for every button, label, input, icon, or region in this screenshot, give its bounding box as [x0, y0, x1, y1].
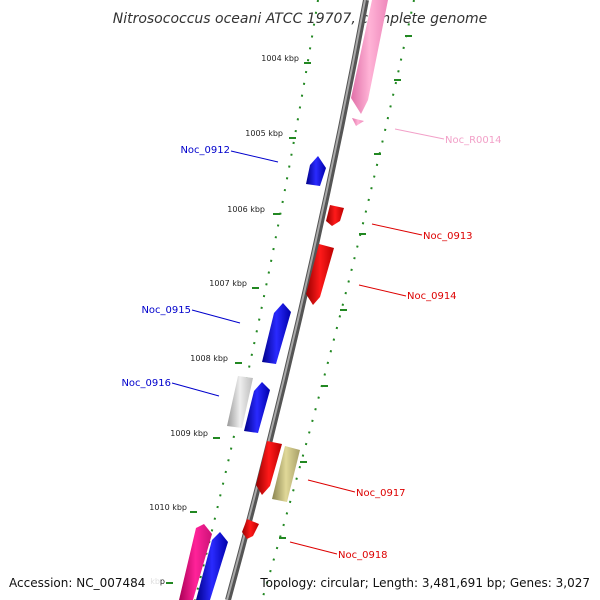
gene-arrow-blue-bottom[interactable] [196, 532, 228, 600]
kbp-label: 1005 kbp [245, 129, 283, 138]
genome-backbone [225, 0, 369, 600]
leader-line [230, 150, 279, 163]
kbp-label: 1004 kbp [261, 54, 299, 63]
gene-arrow-noc-0916[interactable] [244, 382, 270, 433]
leader-line [371, 223, 423, 236]
gene-label[interactable]: Noc_0913 [423, 231, 473, 242]
topology-text: Topology: circular; Length: 3,481,691 bp… [259, 576, 590, 590]
accession-text: Accession: NC_007484 [9, 576, 145, 590]
gene-label[interactable]: Noc_R0014 [445, 135, 502, 146]
gene-arrow-noc-0918[interactable] [242, 519, 259, 539]
gene-label[interactable]: Noc_0918 [338, 550, 388, 561]
gene-arrow-noc-0913[interactable] [326, 205, 344, 226]
gene-label[interactable]: Noc_0912 [180, 145, 230, 156]
leader-line [289, 541, 338, 555]
leader-line [307, 479, 356, 493]
gene-arrow-noc-0917[interactable] [256, 441, 282, 495]
dotted-tracks [194, 0, 415, 600]
gene-label[interactable]: Noc_0914 [407, 291, 457, 302]
leader-line [394, 128, 445, 140]
kbp-label: 1009 kbp [170, 429, 208, 438]
gene-labels: Noc_R0014 Noc_0912 Noc_0913 Noc_0914 Noc… [121, 128, 502, 561]
kbp-label: 1010 kbp [149, 503, 187, 512]
left-dotted-track [194, 0, 319, 600]
gene-arrow-noc-0915[interactable] [262, 303, 291, 364]
leader-line [358, 284, 407, 297]
map-title: Nitrosococcus oceani ATCC 19707, complet… [113, 11, 488, 27]
gene-label[interactable]: Noc_0915 [141, 305, 191, 316]
right-dotted-track [261, 0, 415, 600]
gene-arrow-noc-0914[interactable] [306, 244, 334, 305]
gene-features [179, 0, 388, 600]
gene-arrow-gray[interactable] [227, 376, 253, 428]
gene-arrow-noc-0912[interactable] [306, 156, 326, 186]
tick-marks [166, 35, 412, 584]
genome-backbone-highlight [226, 0, 366, 600]
kbp-label: 1006 kbp [227, 205, 265, 214]
footer-left-bg [0, 572, 160, 594]
leader-line [191, 309, 241, 324]
gene-arrow-magenta[interactable] [179, 524, 212, 600]
kbp-label: 1008 kbp [190, 354, 228, 363]
gene-arrow-noc-r0014[interactable] [351, 0, 388, 114]
gene-label[interactable]: Noc_0916 [121, 378, 171, 389]
gene-arrow-noc-r0014-tip[interactable] [352, 118, 364, 126]
leader-line [171, 382, 220, 397]
gene-arrow-olive[interactable] [272, 446, 300, 502]
kbp-label: 1007 kbp [209, 279, 247, 288]
gene-label[interactable]: Noc_0917 [356, 488, 406, 499]
